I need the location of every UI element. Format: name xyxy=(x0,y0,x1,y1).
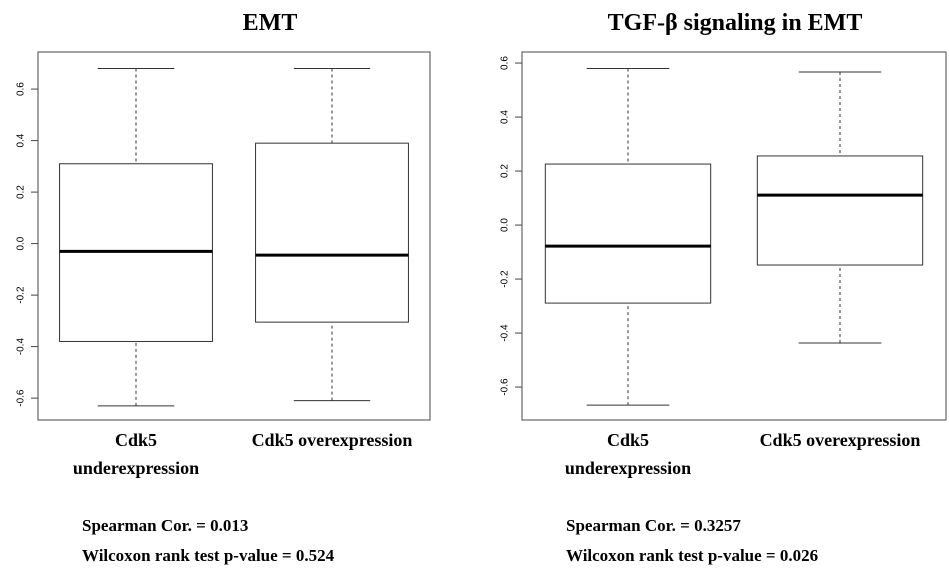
y-tick-label: 0.4 xyxy=(500,110,511,124)
y-tick-label: -0.2 xyxy=(500,270,511,288)
y-tick-label: 0.2 xyxy=(16,185,27,199)
y-tick-label: 0.6 xyxy=(16,82,27,96)
y-tick-label: 0.0 xyxy=(16,236,27,250)
box xyxy=(544,163,712,304)
chart-title: TGF-β signaling in EMT xyxy=(608,10,863,36)
plot-frame xyxy=(521,51,947,421)
plot-frame xyxy=(37,51,431,421)
box xyxy=(255,142,409,323)
box xyxy=(756,155,924,266)
x-tick-label: Cdk5 underexpression xyxy=(564,430,692,478)
annotation: Spearman Cor. = 0.3257 xyxy=(566,516,741,535)
x-tick-label: Cdk5 overexpression xyxy=(251,430,413,450)
x-label-box: Cdk5 overexpression xyxy=(251,430,413,450)
y-tick-label: -0.6 xyxy=(16,389,27,407)
y-tick-label: 0.6 xyxy=(500,56,511,70)
x-tick-label: Cdk5 overexpression xyxy=(759,430,921,450)
y-tick-label: 0.2 xyxy=(500,164,511,178)
annotation: Spearman Cor. = 0.013 xyxy=(82,516,248,535)
y-tick-label: -0.4 xyxy=(16,338,27,356)
y-tick-label: -0.2 xyxy=(16,286,27,304)
x-label-box: Cdk5 underexpression xyxy=(564,430,692,478)
x-label-box: Cdk5 underexpression xyxy=(72,430,200,478)
x-label-box: Cdk5 overexpression xyxy=(759,430,921,450)
y-tick-label: 0.4 xyxy=(16,133,27,147)
y-tick-label: -0.6 xyxy=(500,378,511,396)
y-tick-label: -0.4 xyxy=(500,324,511,342)
annotation: Wilcoxon rank test p-value = 0.026 xyxy=(566,546,818,565)
x-tick-label: Cdk5 underexpression xyxy=(72,430,200,478)
chart-title: EMT xyxy=(243,10,298,36)
annotation: Wilcoxon rank test p-value = 0.524 xyxy=(82,546,335,565)
y-tick-label: 0.0 xyxy=(500,218,511,232)
